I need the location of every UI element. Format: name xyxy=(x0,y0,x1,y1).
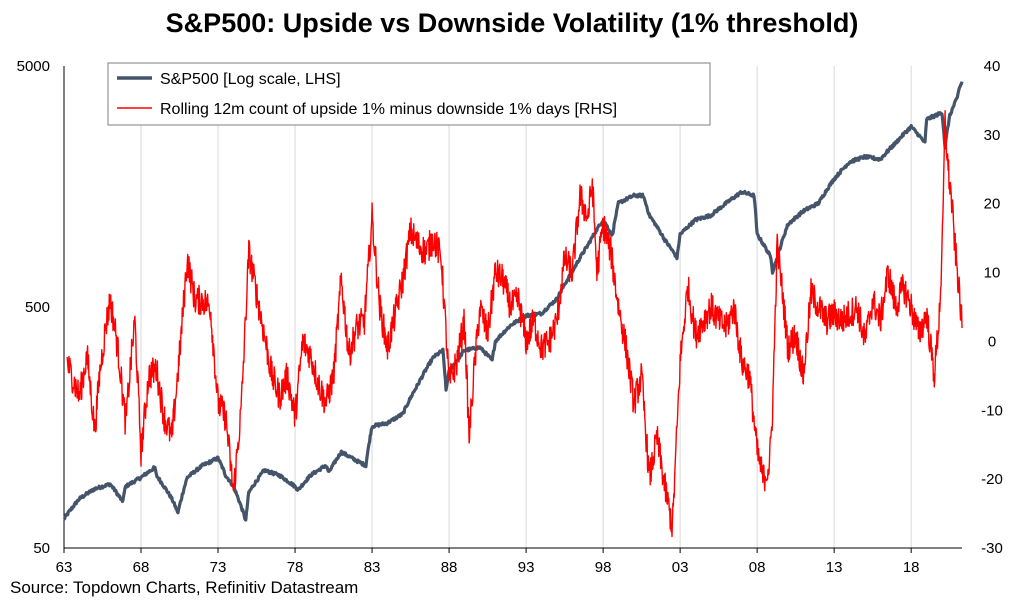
right-tick-label: 40 xyxy=(984,58,1001,75)
right-tick-label: -10 xyxy=(981,402,1003,419)
right-tick-label: -20 xyxy=(981,471,1003,488)
right-y-tick-labels: 40 30 20 10 0 -10 -20 -30 xyxy=(981,58,1003,557)
right-tick-label: -30 xyxy=(981,540,1003,557)
x-tick-label: 08 xyxy=(749,559,766,576)
legend-box xyxy=(107,62,711,126)
x-tick-label: 83 xyxy=(364,559,381,576)
source-note: Source: Topdown Charts, Refinitiv Datast… xyxy=(10,578,359,597)
x-tick-label: 73 xyxy=(210,559,227,576)
right-tick-label: 0 xyxy=(988,333,996,350)
series-lines xyxy=(62,81,964,538)
left-tick-label: 50 xyxy=(33,540,50,557)
right-tick-label: 30 xyxy=(984,127,1001,144)
x-tick-labels: 63 68 73 78 83 88 93 98 03 08 13 18 xyxy=(56,548,920,576)
legend-label-count: Rolling 12m count of upside 1% minus dow… xyxy=(160,101,617,118)
left-y-tick-labels: 5000 500 50 xyxy=(17,58,50,557)
x-tick-label: 18 xyxy=(903,559,920,576)
x-tick-label: 13 xyxy=(826,559,843,576)
x-tick-label: 88 xyxy=(441,559,458,576)
axes xyxy=(63,66,962,549)
series-line-sp500 xyxy=(62,81,964,522)
legend: S&P500 [Log scale, LHS] Rolling 12m coun… xyxy=(107,62,711,126)
right-tick-label: 20 xyxy=(984,196,1001,213)
x-tick-label: 03 xyxy=(672,559,689,576)
left-tick-label: 5000 xyxy=(17,58,50,75)
left-tick-label: 500 xyxy=(25,299,50,316)
x-tick-label: 68 xyxy=(133,559,150,576)
x-tick-label: 98 xyxy=(595,559,612,576)
x-tick-label: 78 xyxy=(287,559,304,576)
series-line-count xyxy=(66,110,963,538)
x-tick-label: 63 xyxy=(56,559,73,576)
chart-title: S&P500: Upside vs Downside Volatility (1… xyxy=(165,8,859,38)
x-tick-label: 93 xyxy=(518,559,535,576)
right-tick-label: 10 xyxy=(984,265,1001,282)
legend-label-sp500: S&P500 [Log scale, LHS] xyxy=(160,71,341,88)
